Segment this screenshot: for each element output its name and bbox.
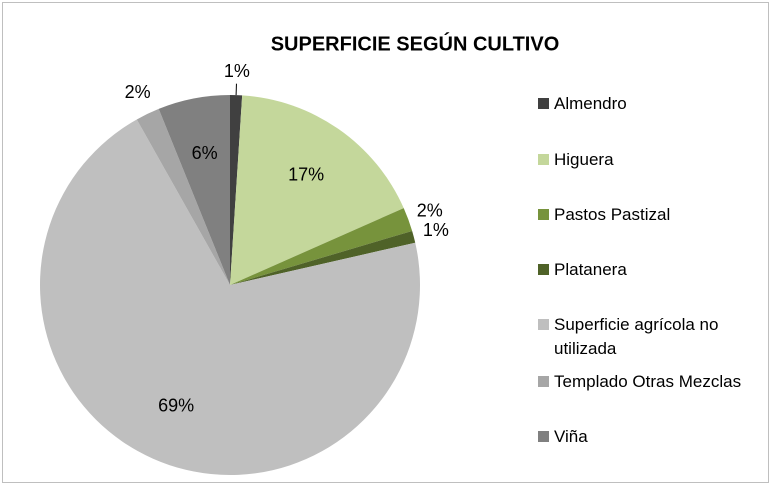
legend-label: Templado Otras Mezclas: [554, 372, 742, 391]
pie-slice: [230, 230, 416, 285]
data-label: 2%: [417, 200, 443, 220]
data-label: 2%: [125, 82, 151, 102]
legend-swatch: [538, 209, 549, 220]
legend-item: Platanera: [538, 258, 778, 282]
data-label: 1%: [423, 220, 449, 240]
legend-item: Templado Otras Mezclas: [538, 370, 778, 394]
data-label: 1%: [224, 61, 250, 81]
legend-swatch: [538, 431, 549, 442]
data-label: 17%: [288, 165, 324, 185]
legend-swatch: [538, 154, 549, 165]
legend-item: Higuera: [538, 148, 778, 172]
pie-slice: [158, 95, 230, 285]
legend-swatch: [538, 376, 549, 387]
data-label: 69%: [158, 395, 194, 415]
legend-label: Viña: [554, 427, 588, 446]
pie-slice: [230, 95, 243, 285]
legend-item: Superficie agrícola no utilizada: [538, 313, 778, 361]
legend-label: Higuera: [554, 150, 614, 169]
legend-item: Almendro: [538, 92, 778, 116]
pie-slice: [230, 95, 404, 285]
legend-label: Pastos Pastizal: [554, 205, 671, 224]
pie-slice: [230, 208, 413, 285]
legend-label: Superficie agrícola no utilizada: [554, 315, 719, 358]
legend-item: Viña: [538, 425, 778, 449]
pie-slice: [40, 119, 420, 475]
legend-swatch: [538, 98, 549, 109]
legend-swatch: [538, 264, 549, 275]
chart-title: SUPERFICIE SEGÚN CULTIVO: [271, 31, 560, 55]
legend-label: Platanera: [554, 260, 627, 279]
pie-slice: [136, 108, 230, 285]
legend-swatch: [538, 319, 549, 330]
legend-label: Almendro: [554, 94, 627, 113]
data-label: 6%: [192, 143, 218, 163]
legend-item: Pastos Pastizal: [538, 203, 778, 227]
